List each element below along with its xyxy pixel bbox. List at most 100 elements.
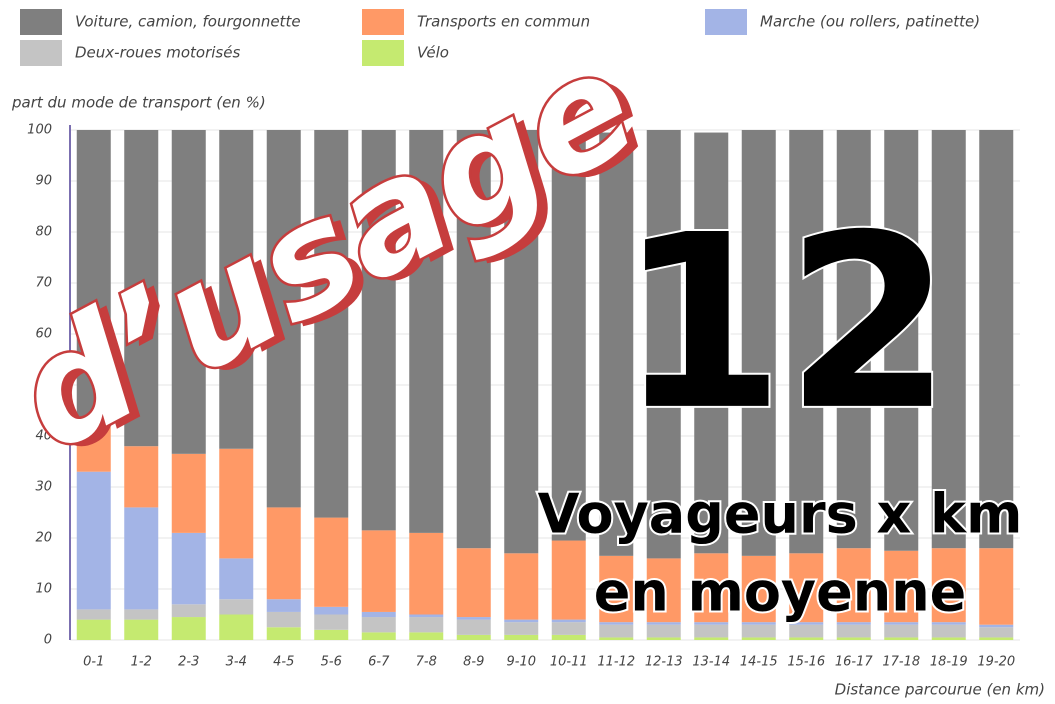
x-tick-label: 5-6 [321,655,342,670]
legend-swatch [20,9,62,35]
bar-segment [789,637,824,640]
x-tick-label: 2-3 [178,655,199,670]
bar-segment [836,130,871,549]
x-tick-label: 4-5 [273,655,294,670]
bar-segment [646,622,681,625]
bar-segment [504,553,539,620]
bar-segment [219,448,254,559]
bar-segment [646,558,681,623]
bar-segment [741,622,776,625]
bar-segment [836,622,871,625]
legend-swatch [362,40,404,66]
bar-segment [646,637,681,640]
bar-segment [124,609,159,620]
bar-segment [76,130,111,426]
legend-label: Marche (ou rollers, patinette) [760,13,980,31]
bar-segment [979,627,1014,638]
bar-segment [171,604,206,618]
bar-segment [171,532,206,605]
bar-segment [789,130,824,554]
bar-segment [361,611,396,618]
legend-label: Deux-roues motorisés [75,44,240,62]
bar-segment [456,548,491,618]
bar-segment [741,624,776,638]
x-tick-label: 18-19 [930,655,968,670]
bar-segment [76,425,111,472]
y-tick-label: 50 [35,378,52,393]
bar-segment [409,632,444,640]
bar-segment [456,617,491,620]
bar-segment [836,624,871,638]
y-tick-label: 100 [27,123,52,138]
bar-segment [266,611,301,628]
bar-segment [931,637,966,640]
bar-segment [171,617,206,640]
bar-segment [314,130,349,518]
x-tick-label: 16-17 [835,655,874,670]
bar-segment [409,614,444,618]
y-tick-label: 30 [35,480,52,495]
bar-segment [789,553,824,623]
x-tick-label: 15-16 [787,655,825,670]
bar-segment [456,619,491,635]
bar-segment [931,624,966,638]
legend-label: Transports en commun [417,13,590,31]
x-tick-label: 1-2 [131,655,152,670]
bar-segment [409,532,444,615]
x-axis-title: Distance parcourue (en km) [835,681,1045,699]
bar-segment [694,132,729,554]
bar-segment [314,517,349,607]
legend-swatch [705,9,747,35]
bar-segment [504,634,539,640]
bar-segment [551,622,586,635]
bar-segment [979,548,1014,625]
bar-segment [599,622,634,625]
bar-segment [599,637,634,640]
y-tick-label: 60 [35,327,52,342]
bar-segment [551,634,586,640]
bar-segment [931,130,966,549]
bar-segment [456,634,491,640]
x-tick-label: 0-1 [83,655,104,670]
bar-segment [931,622,966,625]
bar-segment [409,617,444,633]
bar-segment [266,627,301,640]
bar-segment [694,637,729,640]
x-tick-label: 7-8 [416,655,437,670]
legend-swatch [362,9,404,35]
bar-segment [504,130,539,554]
bar-segment [551,130,586,541]
x-tick-label: 13-14 [692,655,730,670]
bar-segment [979,637,1014,640]
bar-segment [504,622,539,635]
overlay-number: 12 [618,183,952,463]
x-tick-label: 19-20 [977,655,1015,670]
bar-segment [266,507,301,600]
overlay-caption: Voyageurs x km [538,483,1023,546]
bar-segment [694,622,729,625]
bar-segment [314,606,349,615]
bar-segment [599,132,634,556]
bar-segment [456,130,491,549]
bar-segment [76,609,111,620]
bar-segment [361,617,396,633]
bar-segment [836,637,871,640]
bar-segment [884,550,919,623]
y-tick-label: 10 [35,582,52,597]
bar-segment [551,619,586,623]
bar-segment [931,548,966,623]
bar-segment [789,624,824,638]
bar-segment [361,530,396,612]
bar-segment [599,624,634,638]
bar-segment [646,624,681,638]
bar-segment [646,130,681,559]
bar-segment [219,130,254,449]
y-tick-label: 90 [35,174,52,189]
bar-segment [361,632,396,640]
bar-segment [361,130,396,531]
bar-segment [219,599,254,615]
bar-segment [789,622,824,625]
legend-label: Vélo [417,44,449,62]
overlay-caption: en moyenne [594,561,967,624]
